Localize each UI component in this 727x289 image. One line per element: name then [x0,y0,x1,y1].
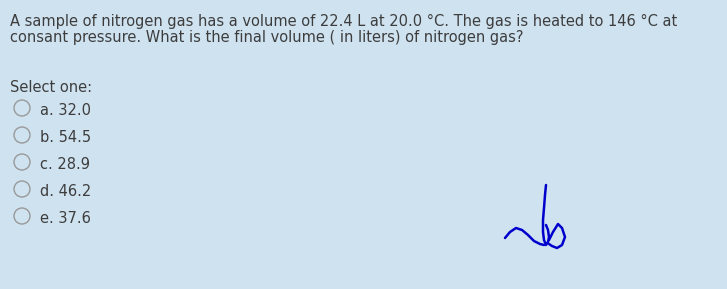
Text: c. 28.9: c. 28.9 [40,157,90,172]
Text: e. 37.6: e. 37.6 [40,211,91,226]
Text: Select one:: Select one: [10,80,92,95]
Text: a. 32.0: a. 32.0 [40,103,91,118]
Text: consant pressure. What is the final volume ( in liters) of nitrogen gas?: consant pressure. What is the final volu… [10,30,523,45]
Text: A sample of nitrogen gas has a volume of 22.4 L at 20.0 °C. The gas is heated to: A sample of nitrogen gas has a volume of… [10,14,678,29]
Text: b. 54.5: b. 54.5 [40,130,91,145]
Text: d. 46.2: d. 46.2 [40,184,92,199]
